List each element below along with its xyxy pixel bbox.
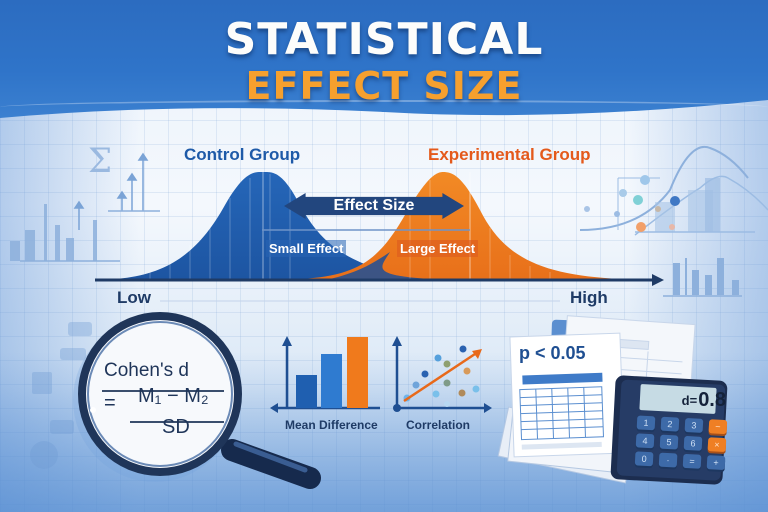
small-effect-label: Small Effect bbox=[266, 240, 347, 257]
double-arrow-icon bbox=[284, 193, 464, 219]
effect-size-label: Effect Size bbox=[333, 197, 415, 214]
experimental-distribution-curve bbox=[300, 172, 620, 279]
calculator-display-value: 0.8 bbox=[698, 388, 726, 411]
decorative-scatter-chart-right-icon bbox=[580, 145, 768, 297]
magnifying-glass-icon bbox=[30, 312, 321, 489]
decorative-bar-chart-left-icon: Σ bbox=[10, 141, 160, 262]
p-value-text: p < 0.05 bbox=[519, 343, 586, 363]
axis-high-label: High bbox=[570, 288, 608, 307]
mini-charts bbox=[270, 336, 492, 413]
calc-key-plus[interactable]: + bbox=[706, 455, 726, 471]
distribution-chart bbox=[95, 171, 664, 302]
calc-key-equals[interactable]: = bbox=[682, 453, 702, 469]
calc-key-4[interactable]: 4 bbox=[635, 433, 655, 449]
x-axis-arrow-icon bbox=[652, 274, 664, 286]
formula-denominator: SD bbox=[162, 416, 190, 438]
calc-key-2[interactable]: 2 bbox=[660, 416, 680, 432]
calculator-display: d= 0.8 bbox=[644, 389, 732, 411]
calculator-display-prefix: d= bbox=[681, 392, 698, 408]
trend-arrow-icon bbox=[472, 349, 482, 359]
axis-low-label: Low bbox=[117, 288, 151, 307]
calc-key-minus[interactable]: − bbox=[708, 419, 728, 435]
title-line-2: EFFECT SIZE bbox=[245, 64, 523, 108]
control-group-label: Control Group bbox=[184, 145, 301, 164]
calc-key-dot[interactable]: · bbox=[658, 452, 678, 468]
formula-equals: = bbox=[104, 392, 116, 414]
calc-key-multiply[interactable]: × bbox=[707, 437, 727, 453]
calc-key-3[interactable]: 3 bbox=[684, 417, 704, 433]
large-effect-label: Large Effect bbox=[397, 240, 479, 257]
calc-key-5[interactable]: 5 bbox=[659, 434, 679, 450]
calc-key-0[interactable]: 0 bbox=[634, 451, 654, 467]
header-divider bbox=[0, 100, 768, 124]
mean-difference-label: Mean Difference bbox=[285, 418, 378, 432]
mean-difference-bar-chart bbox=[270, 336, 380, 413]
formula-title: Cohen's d bbox=[104, 360, 189, 381]
calc-key-1[interactable]: 1 bbox=[636, 415, 656, 431]
title-line-1: STATISTICAL bbox=[224, 14, 544, 65]
calc-key-6[interactable]: 6 bbox=[683, 435, 703, 451]
experimental-group-label: Experimental Group bbox=[428, 145, 591, 164]
correlation-scatter-chart bbox=[392, 336, 492, 413]
control-distribution-curve bbox=[115, 171, 430, 279]
correlation-label: Correlation bbox=[406, 418, 471, 432]
sigma-icon: Σ bbox=[88, 141, 112, 181]
header-banner bbox=[0, 0, 768, 118]
calculator-keypad: 1 2 3 − 4 5 6 × 0 · = + bbox=[634, 415, 737, 471]
formula-numerator: M₁ − M₂ bbox=[138, 385, 209, 407]
